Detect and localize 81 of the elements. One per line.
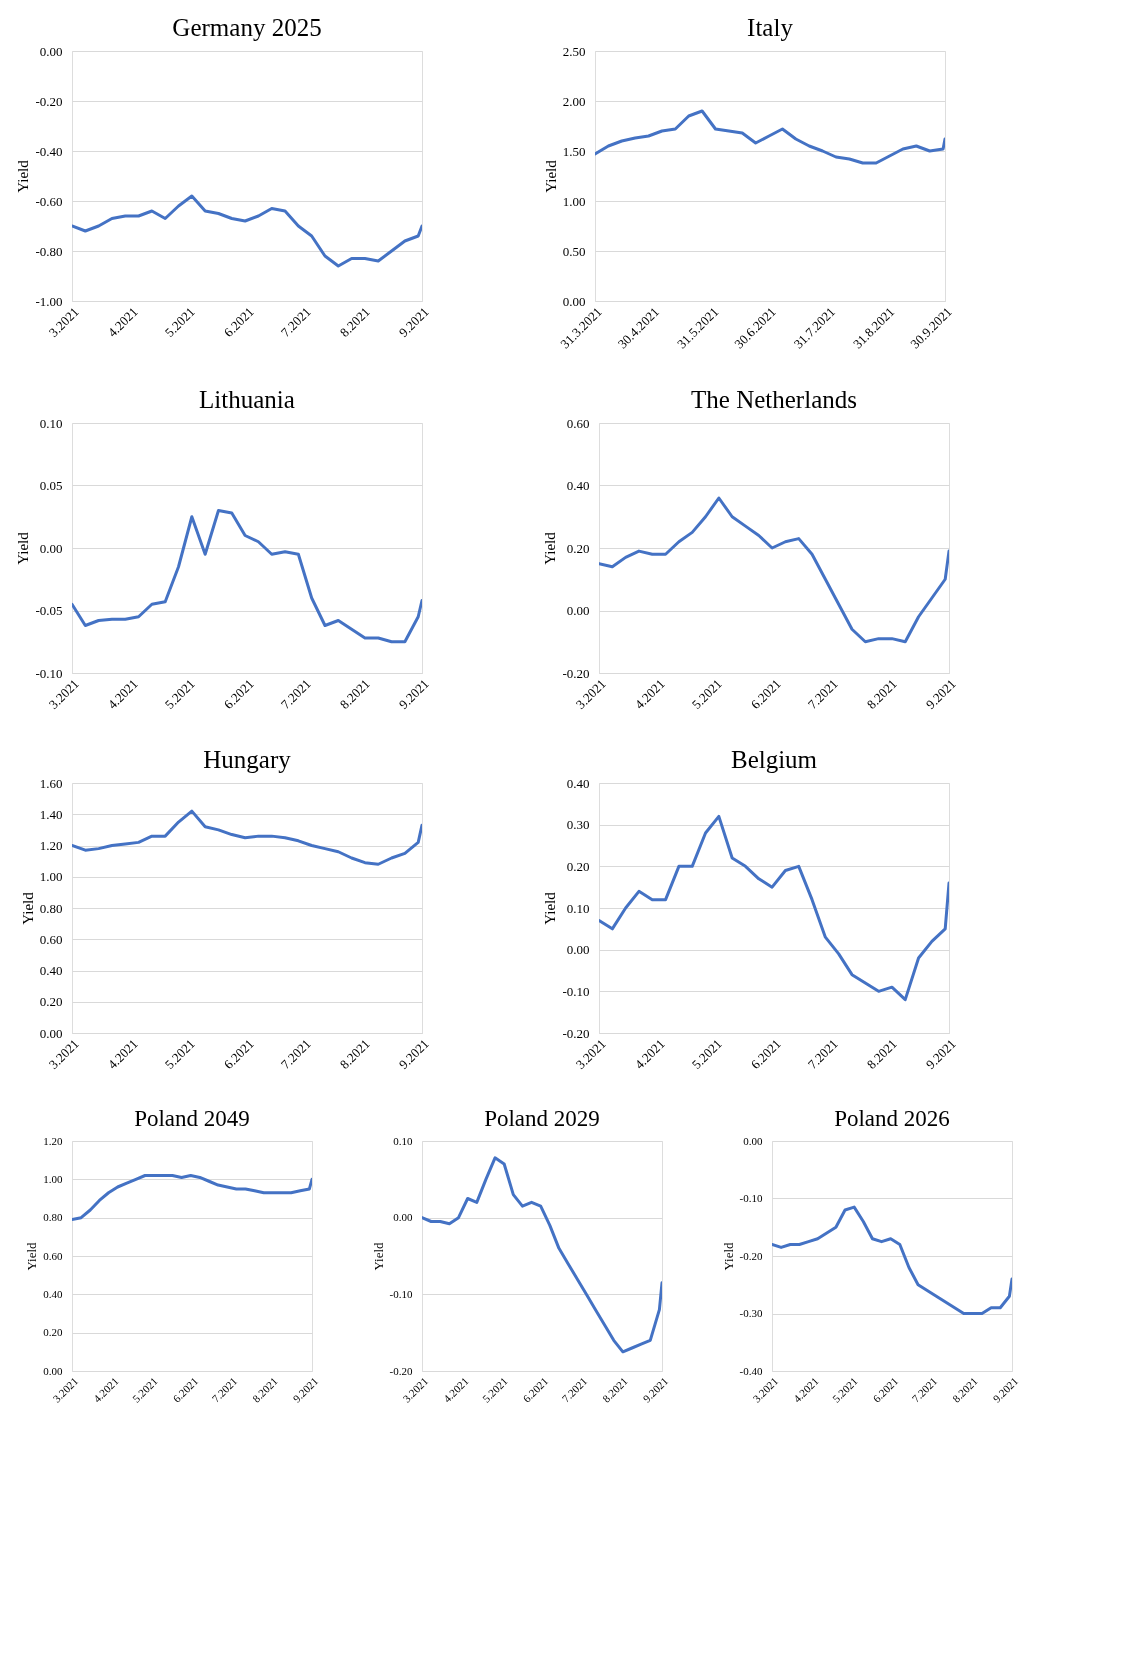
y-tick-label: 0.20 [566, 858, 590, 874]
y-tick-label: 0.00 [743, 1134, 763, 1147]
y-tick-label: -0.20 [35, 93, 63, 109]
chart-title: Poland 2026 [834, 1106, 950, 1131]
y-axis-title: Yield [542, 159, 559, 193]
chart-title: Poland 2049 [134, 1106, 250, 1131]
y-tick-label: 0.00 [39, 43, 63, 59]
y-tick-label: 1.40 [39, 806, 63, 822]
y-tick-label: 0.00 [566, 603, 590, 618]
chart-title: Hungary [203, 746, 292, 773]
chart-title: Poland 2029 [484, 1106, 600, 1131]
line-series [599, 814, 949, 1002]
y-tick-label: -0.05 [35, 603, 63, 618]
y-tick-label: -0.20 [739, 1249, 763, 1262]
y-tick-label: 0.40 [566, 775, 590, 791]
y-tick-label: 1.20 [39, 838, 63, 853]
y-tick-label: 0.00 [39, 540, 63, 556]
y-tick-label: -0.80 [35, 243, 63, 259]
line-series [422, 1156, 662, 1354]
y-tick-label: 0.20 [566, 540, 590, 556]
y-tick-label: 2.50 [562, 43, 586, 59]
y-tick-label: 0.40 [566, 478, 590, 493]
y-tick-label: 0.30 [566, 817, 590, 833]
line-series [72, 809, 422, 866]
chart-title: Italy [747, 14, 794, 41]
y-tick-label: -0.10 [739, 1192, 763, 1204]
y-tick-label: 0.40 [43, 1287, 63, 1300]
y-axis-title: Yield [24, 1241, 40, 1271]
line-series [772, 1205, 1012, 1315]
y-tick-label: 0.60 [39, 931, 63, 947]
y-tick-label: -0.20 [389, 1364, 413, 1377]
y-tick-label: 0.00 [562, 293, 586, 309]
y-axis-title: Yield [15, 159, 32, 193]
y-tick-label: 0.00 [393, 1211, 413, 1224]
y-tick-label: 0.05 [39, 478, 63, 493]
y-tick-label: 0.50 [562, 243, 586, 259]
y-tick-label: 1.60 [39, 775, 63, 791]
y-tick-label: -0.20 [562, 1025, 590, 1041]
chart-title: Belgium [730, 746, 818, 773]
y-tick-label: 0.00 [566, 942, 590, 958]
y-axis-title: Yield [370, 1241, 386, 1271]
y-tick-label: 0.10 [393, 1134, 413, 1147]
y-axis-title: Yield [720, 1241, 736, 1271]
y-axis-title: Yield [542, 531, 559, 565]
y-axis-title: Yield [19, 891, 36, 925]
y-tick-label: 0.40 [39, 963, 63, 978]
y-tick-label: 0.10 [566, 900, 590, 916]
y-tick-label: -0.10 [389, 1287, 413, 1300]
y-tick-label: 0.80 [39, 900, 63, 916]
chart-title: Germany 2025 [172, 14, 322, 41]
y-tick-label: 0.00 [43, 1364, 63, 1377]
y-tick-label: 0.10 [39, 415, 63, 431]
y-tick-label: 0.20 [43, 1326, 63, 1339]
y-tick-label: 0.80 [43, 1211, 63, 1224]
line-series [72, 509, 422, 644]
y-tick-label: -0.10 [35, 665, 63, 681]
y-tick-label: -1.00 [35, 293, 63, 309]
y-tick-label: 0.20 [39, 994, 63, 1010]
line-series [599, 496, 949, 644]
y-axis-title: Yield [15, 531, 32, 565]
y-tick-label: 0.00 [39, 1025, 63, 1041]
line-series [595, 109, 945, 165]
y-tick-label: 1.00 [39, 869, 63, 885]
y-tick-label: 1.50 [562, 143, 586, 159]
y-tick-label: 1.00 [43, 1172, 63, 1185]
y-tick-label: 0.60 [43, 1249, 63, 1262]
line-series [72, 194, 422, 268]
y-tick-label: 0.60 [566, 415, 590, 431]
chart-title: The Netherlands [691, 386, 857, 413]
y-tick-label: -0.10 [562, 983, 590, 999]
y-tick-label: -0.60 [35, 193, 63, 209]
y-tick-label: 1.20 [43, 1134, 63, 1147]
y-tick-label: 1.00 [562, 193, 586, 209]
chart-title: Lithuania [199, 386, 295, 413]
y-tick-label: -0.20 [562, 665, 590, 681]
y-tick-label: 2.00 [562, 93, 586, 109]
line-series [72, 1174, 312, 1222]
y-tick-label: -0.40 [739, 1364, 763, 1377]
y-tick-label: -0.40 [35, 143, 63, 159]
y-axis-title: Yield [542, 891, 559, 925]
y-tick-label: -0.30 [739, 1307, 763, 1319]
